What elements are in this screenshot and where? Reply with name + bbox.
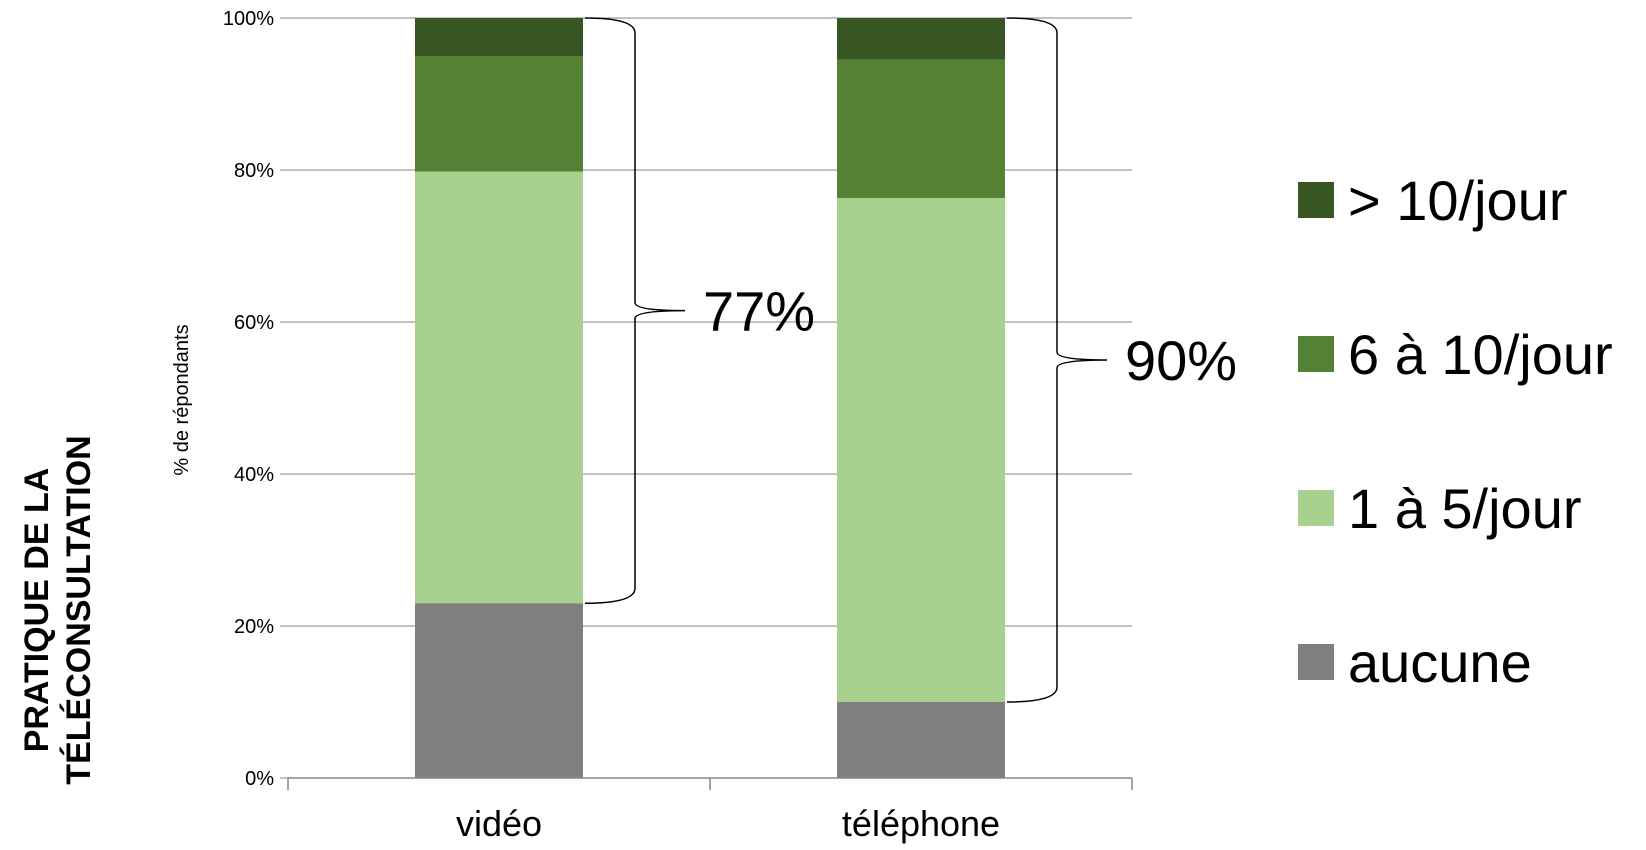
legend-swatch xyxy=(1298,182,1334,218)
x-tick-label: vidéo xyxy=(456,803,542,844)
brace xyxy=(1006,17,1108,703)
bar-segment xyxy=(415,56,583,172)
y-tick-label: 40% xyxy=(234,464,274,486)
legend-label: > 10/jour xyxy=(1348,169,1568,232)
legend-label: aucune xyxy=(1348,631,1532,694)
y-axis-ticks: 0% 20% 40% 60% 80% 100% xyxy=(223,8,288,790)
bar-segment xyxy=(415,603,583,778)
chart-title-line: PRATIQUE DE LA xyxy=(18,468,56,753)
bars xyxy=(415,18,1005,778)
chart-title-line: TÉLÉCONSULTATION xyxy=(60,435,98,784)
legend-swatch xyxy=(1298,644,1334,680)
legend-label: 6 à 10/jour xyxy=(1348,323,1613,386)
annotation-label: 90% xyxy=(1125,329,1237,392)
annotation-label: 77% xyxy=(703,280,815,343)
y-tick-label: 80% xyxy=(234,160,274,182)
bar-segment xyxy=(837,198,1005,702)
annotations: 77% 90% xyxy=(584,17,1237,703)
legend-swatch xyxy=(1298,336,1334,372)
bar-segment xyxy=(837,18,1005,60)
x-axis-ticks: vidéo téléphone xyxy=(456,803,1000,844)
bar-segment xyxy=(837,702,1005,778)
legend: > 10/jour 6 à 10/jour 1 à 5/jour aucune xyxy=(1298,169,1613,694)
bar-segment xyxy=(837,59,1005,199)
brace xyxy=(584,17,686,604)
y-tick-label: 20% xyxy=(234,616,274,638)
legend-label: 1 à 5/jour xyxy=(1348,477,1582,540)
chart-title: PRATIQUE DE LA TÉLÉCONSULTATION xyxy=(18,435,98,784)
x-axis xyxy=(287,777,1133,790)
legend-swatch xyxy=(1298,490,1334,526)
y-tick-label: 100% xyxy=(223,8,274,30)
y-axis-label: % de répondants xyxy=(171,324,193,475)
y-tick-label: 0% xyxy=(245,768,274,790)
bar-segment xyxy=(415,171,583,604)
bar-segment xyxy=(415,18,583,56)
y-tick-label: 60% xyxy=(234,312,274,334)
x-tick-label: téléphone xyxy=(842,803,1000,844)
